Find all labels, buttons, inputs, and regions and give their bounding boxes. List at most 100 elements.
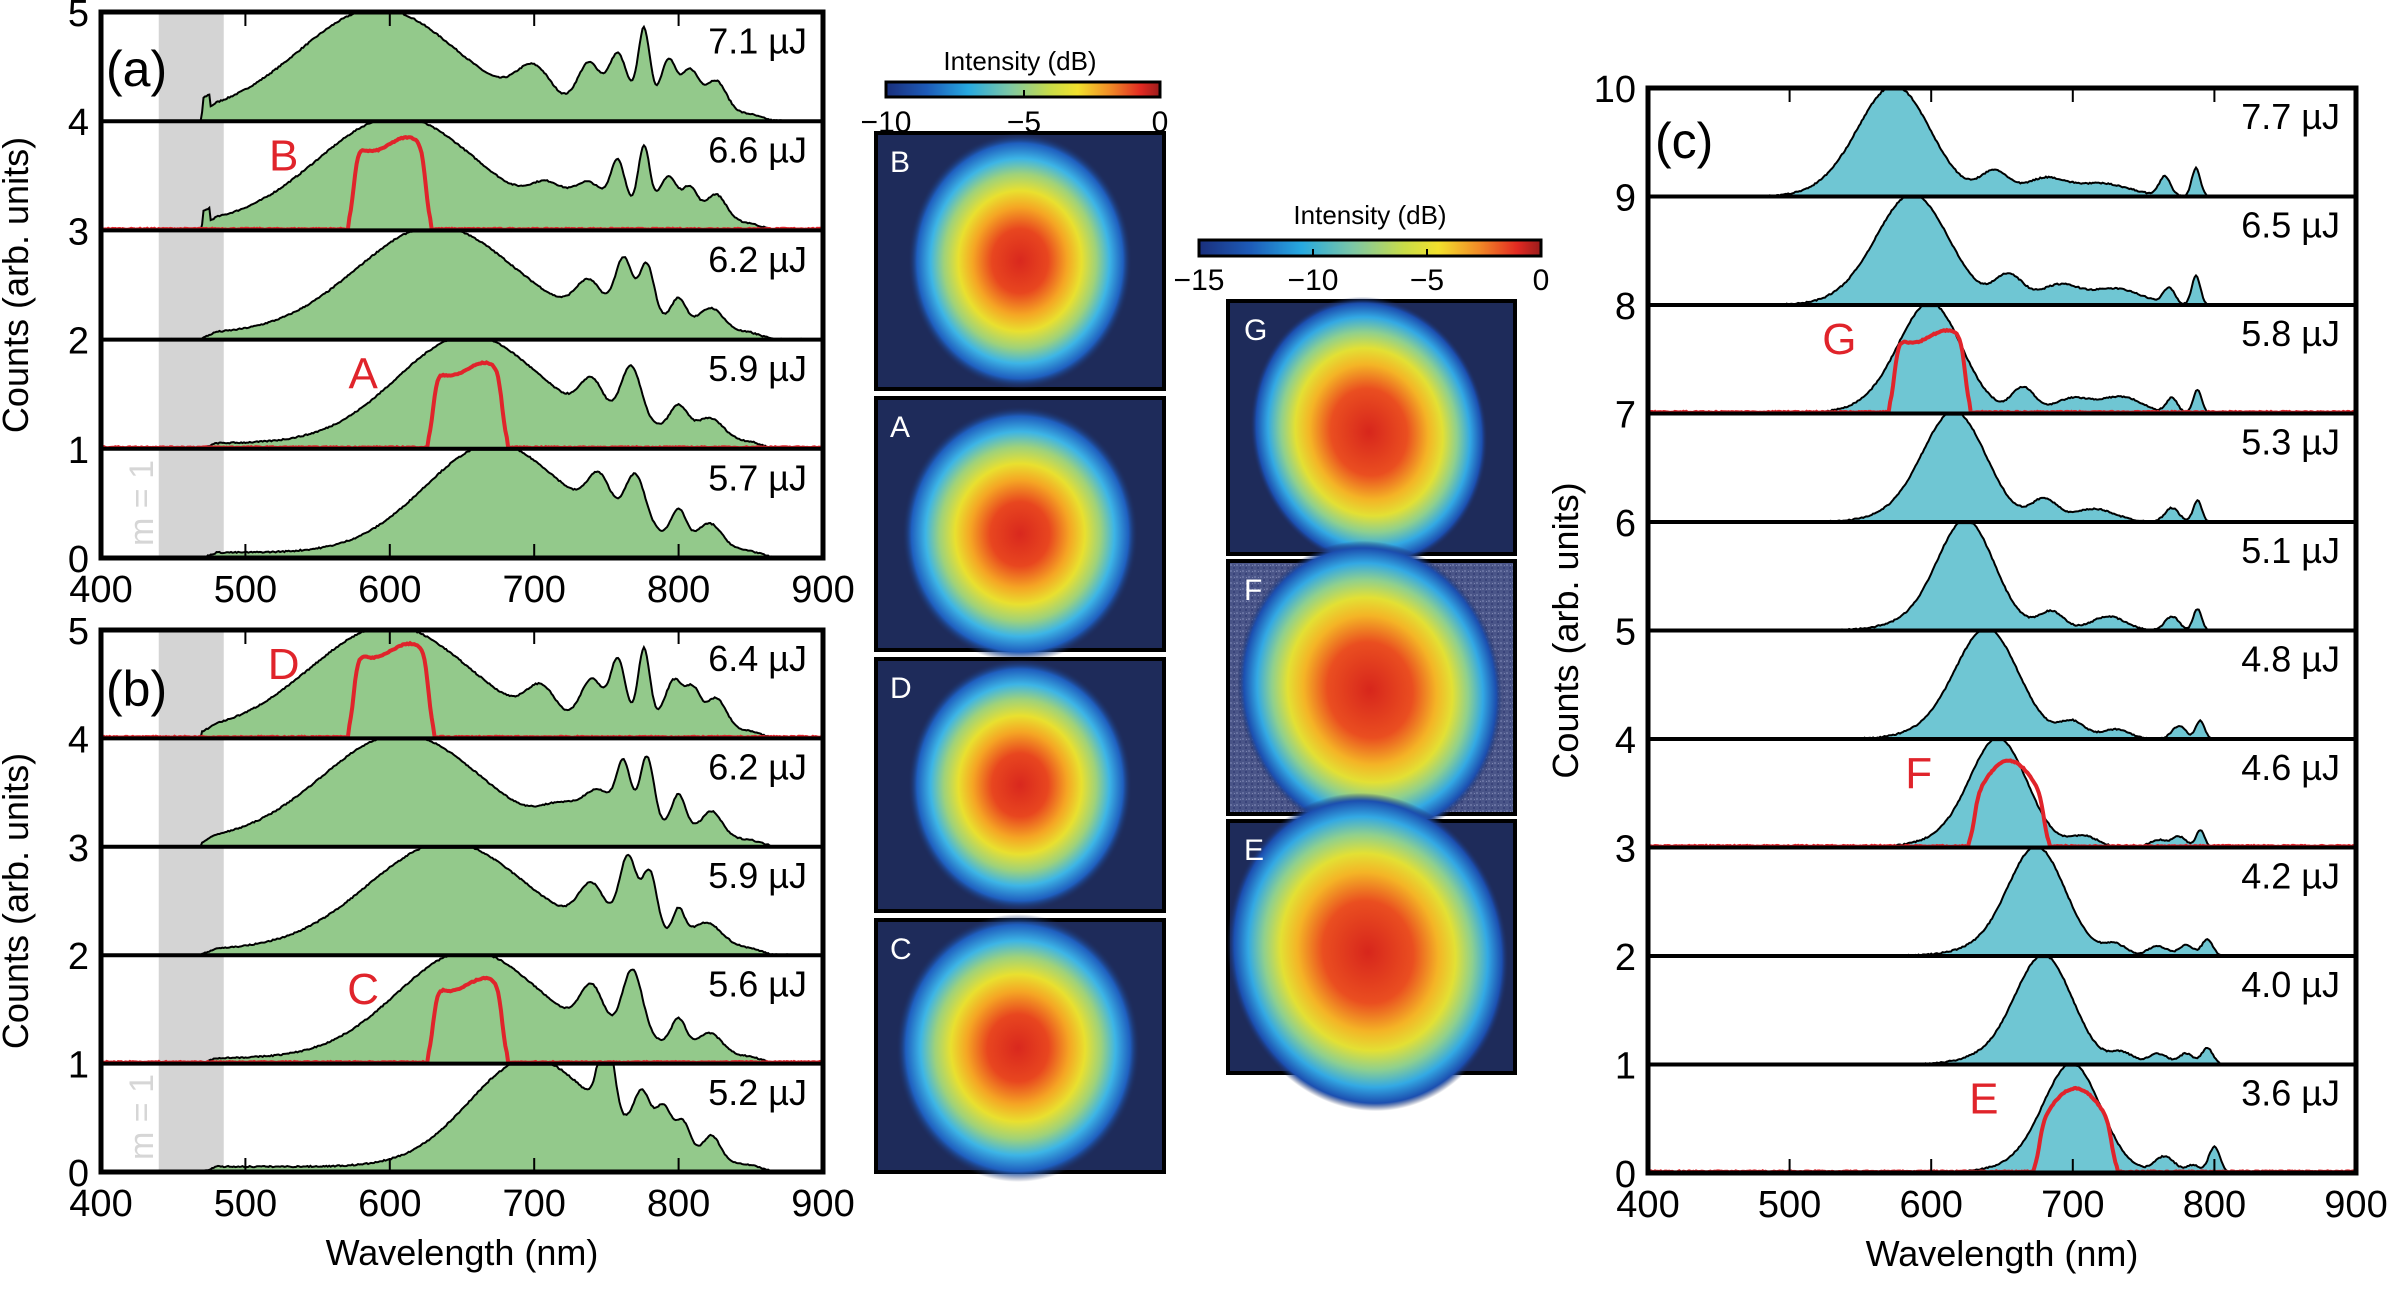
y-tick-label: 3: [68, 828, 89, 870]
spectrum-line: [100, 630, 824, 740]
y-tick-label: 2: [68, 936, 89, 978]
x-tick-label: 900: [791, 1183, 854, 1225]
energy-label: 4.0 µJ: [2241, 964, 2340, 1005]
y-tick-label: 1: [1615, 1046, 1636, 1088]
spectrum-area: [1648, 197, 2356, 305]
filtered-label: A: [348, 350, 378, 399]
spectrum-line: [101, 230, 824, 341]
beam-profile: [1237, 540, 1503, 840]
spectrum-area: [101, 449, 823, 558]
y-tick-label: 9: [1615, 178, 1636, 220]
filtered-label: G: [1822, 315, 1856, 364]
y-tick-label: 5: [1615, 612, 1636, 654]
energy-label: 5.1 µJ: [2241, 530, 2340, 571]
beam-profile: [1227, 792, 1509, 1112]
beam-image-F: F: [1226, 540, 1517, 840]
beam-image-label: C: [890, 933, 912, 966]
shaded-band: [158, 12, 224, 558]
filtered-label: C: [347, 965, 379, 1014]
beam-image-B: B: [874, 131, 1166, 391]
x-tick-label: 700: [502, 569, 565, 611]
y-tick-label: 1: [68, 430, 89, 472]
spectrum-area: [101, 847, 823, 956]
energy-label: 4.2 µJ: [2241, 856, 2340, 897]
beam-image-label: G: [1244, 314, 1267, 347]
beam-image-label: D: [890, 672, 912, 705]
energy-label: 7.1 µJ: [708, 20, 807, 61]
spectrum-area: [101, 231, 823, 340]
colorbar-1: Intensity (dB) −10 −5 0: [861, 46, 1169, 139]
spectrum-line: [100, 1063, 823, 1174]
y-tick-label: 7: [1615, 395, 1636, 437]
y-tick-label: 8: [1615, 286, 1636, 328]
x-tick-label: 800: [647, 569, 710, 611]
y-tick-label: 6: [1615, 503, 1636, 545]
panel-label: (c): [1655, 113, 1713, 169]
y-axis-title: Counts (arb. units): [0, 753, 36, 1049]
energy-label: 3.6 µJ: [2241, 1073, 2340, 1114]
energy-label: 6.4 µJ: [708, 638, 807, 679]
energy-label: 4.8 µJ: [2241, 639, 2340, 680]
spectrum-line: [101, 448, 824, 560]
filtered-label: F: [1905, 749, 1932, 798]
panel-c-spectra: 7.7 µJ 6.5 µJ G 5.8 µJ 5.3 µJ 5.1 µJ 4.8 µJ F 4.…: [1545, 69, 2388, 1274]
spectrum-area: [1648, 89, 2356, 197]
colorbar-1-title: Intensity (dB): [943, 46, 1096, 76]
energy-label: 6.6 µJ: [708, 130, 807, 171]
y-tick-label: 4: [68, 719, 89, 761]
x-tick-label: 800: [647, 1183, 710, 1225]
panel-b-spectra: m = 1 D 6.4 µJ 6.2 µJ 5.9 µJ C 5.6 µJ 5.2 µJ 400…: [0, 611, 855, 1273]
energy-label: 5.6 µJ: [708, 963, 807, 1004]
beam-profile: [908, 133, 1132, 389]
colorbar-2-tick-label: −5: [1410, 264, 1444, 297]
spectrum-area: [1648, 848, 2356, 956]
x-tick-label: 600: [1899, 1184, 1962, 1226]
spectrum-area: [101, 13, 823, 122]
beam-profile: [902, 406, 1138, 662]
x-tick-label: 600: [358, 1183, 421, 1225]
y-tick-label: 0: [68, 539, 89, 581]
energy-label: 7.7 µJ: [2241, 96, 2340, 137]
filtered-label: E: [1969, 1074, 1998, 1123]
beam-image-E: E: [1226, 792, 1517, 1112]
energy-label: 5.2 µJ: [708, 1072, 807, 1113]
filtered-label: B: [269, 131, 298, 180]
beam-image-C: C: [874, 914, 1166, 1182]
spectrum-line: [101, 738, 824, 848]
colorbar-2-tick-label: −15: [1174, 264, 1225, 297]
panel-label: (a): [106, 41, 167, 97]
y-tick-label: 0: [68, 1153, 89, 1195]
y-axis-title: Counts (arb. units): [0, 137, 36, 433]
y-tick-label: 2: [1615, 937, 1636, 979]
x-tick-label: 500: [214, 1183, 277, 1225]
y-tick-label: 1: [68, 1045, 89, 1087]
colorbar-2-title: Intensity (dB): [1293, 200, 1446, 230]
band-label: m = 1: [123, 1074, 161, 1160]
y-tick-label: 10: [1594, 69, 1636, 111]
colorbar-2-tick-label: 0: [1533, 264, 1550, 297]
x-tick-label: 800: [2183, 1184, 2246, 1226]
plot-frame: [98, 9, 826, 561]
energy-label: 5.9 µJ: [708, 855, 807, 896]
spectrum-line: [101, 121, 824, 232]
filtered-label: D: [268, 640, 300, 689]
x-tick-label: 900: [791, 569, 854, 611]
beam-image-label: B: [890, 146, 910, 179]
energy-label: 6.2 µJ: [708, 239, 807, 280]
spectrum-line: [101, 955, 824, 1065]
colorbar-2: Intensity (dB) −15 −10 −5 0: [1174, 200, 1550, 297]
y-axis-title: Counts (arb. units): [1545, 482, 1586, 778]
x-tick-label: 400: [69, 569, 132, 611]
x-tick-label: 600: [358, 569, 421, 611]
y-tick-label: 4: [68, 102, 89, 144]
spectrum-line: [100, 12, 824, 123]
y-tick-label: 3: [1615, 829, 1636, 871]
colorbar-1-tick-label: 0: [1152, 106, 1169, 139]
beam-image-label: A: [890, 411, 910, 444]
energy-label: 5.7 µJ: [708, 457, 807, 498]
spectrum-area: [101, 1064, 823, 1172]
spectrum-area: [101, 340, 823, 449]
spectrum-area: [1648, 631, 2356, 739]
panel-a-spectra: m = 1 7.1 µJ B 6.6 µJ 6.2 µJ A 5.9 µJ 5.7 µJ 400…: [0, 0, 855, 611]
beam-profile: [1250, 296, 1488, 568]
